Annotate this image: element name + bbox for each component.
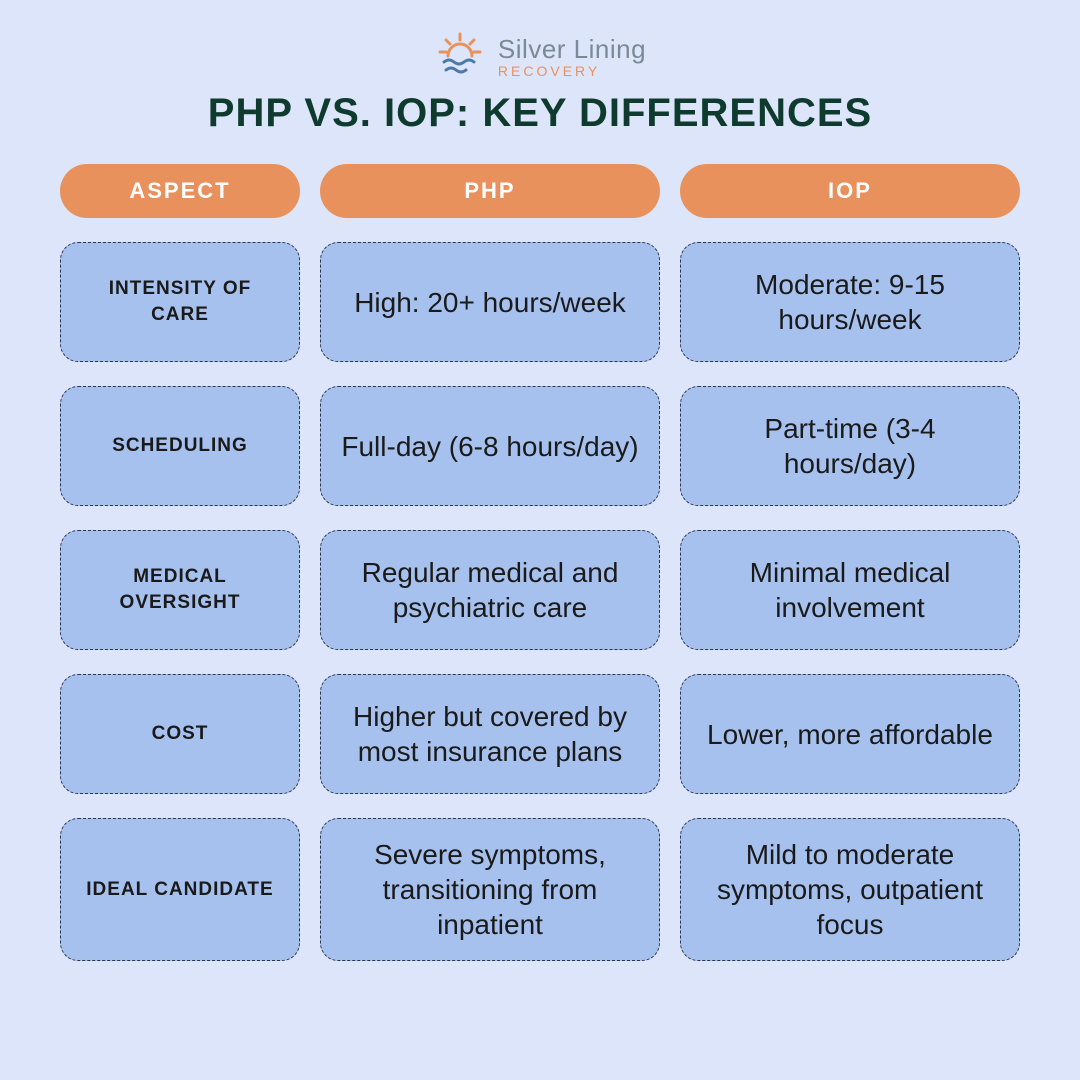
table-row: COST Higher but covered by most insuranc… <box>60 674 1020 794</box>
table-row: INTENSITY OF CARE High: 20+ hours/week M… <box>60 242 1020 362</box>
header-aspect: ASPECT <box>60 164 300 218</box>
header-iop: IOP <box>680 164 1020 218</box>
table-row: MEDICAL OVERSIGHT Regular medical and ps… <box>60 530 1020 650</box>
php-cell: Regular medical and psychiatric care <box>320 530 660 650</box>
comparison-table: ASPECT PHP IOP INTENSITY OF CARE High: 2… <box>60 164 1020 1040</box>
iop-cell: Lower, more affordable <box>680 674 1020 794</box>
page-title: PHP VS. IOP: KEY DIFFERENCES <box>60 91 1020 136</box>
iop-cell: Part-time (3-4 hours/day) <box>680 386 1020 506</box>
php-cell: Full-day (6-8 hours/day) <box>320 386 660 506</box>
brand-name: Silver Lining <box>498 36 646 62</box>
table-row: SCHEDULING Full-day (6-8 hours/day) Part… <box>60 386 1020 506</box>
aspect-cell: IDEAL CANDIDATE <box>60 818 300 961</box>
table-row: IDEAL CANDIDATE Severe symptoms, transit… <box>60 818 1020 961</box>
sun-waves-icon <box>434 30 486 83</box>
iop-cell: Minimal medical involvement <box>680 530 1020 650</box>
brand-logo: Silver Lining RECOVERY <box>60 30 1020 83</box>
brand-subtitle: RECOVERY <box>498 64 646 78</box>
aspect-cell: COST <box>60 674 300 794</box>
aspect-cell: INTENSITY OF CARE <box>60 242 300 362</box>
header-php: PHP <box>320 164 660 218</box>
aspect-cell: MEDICAL OVERSIGHT <box>60 530 300 650</box>
php-cell: Higher but covered by most insurance pla… <box>320 674 660 794</box>
iop-cell: Mild to moderate symptoms, outpatient fo… <box>680 818 1020 961</box>
aspect-cell: SCHEDULING <box>60 386 300 506</box>
brand-text: Silver Lining RECOVERY <box>498 36 646 78</box>
table-header-row: ASPECT PHP IOP <box>60 164 1020 218</box>
iop-cell: Moderate: 9-15 hours/week <box>680 242 1020 362</box>
php-cell: High: 20+ hours/week <box>320 242 660 362</box>
php-cell: Severe symptoms, transitioning from inpa… <box>320 818 660 961</box>
